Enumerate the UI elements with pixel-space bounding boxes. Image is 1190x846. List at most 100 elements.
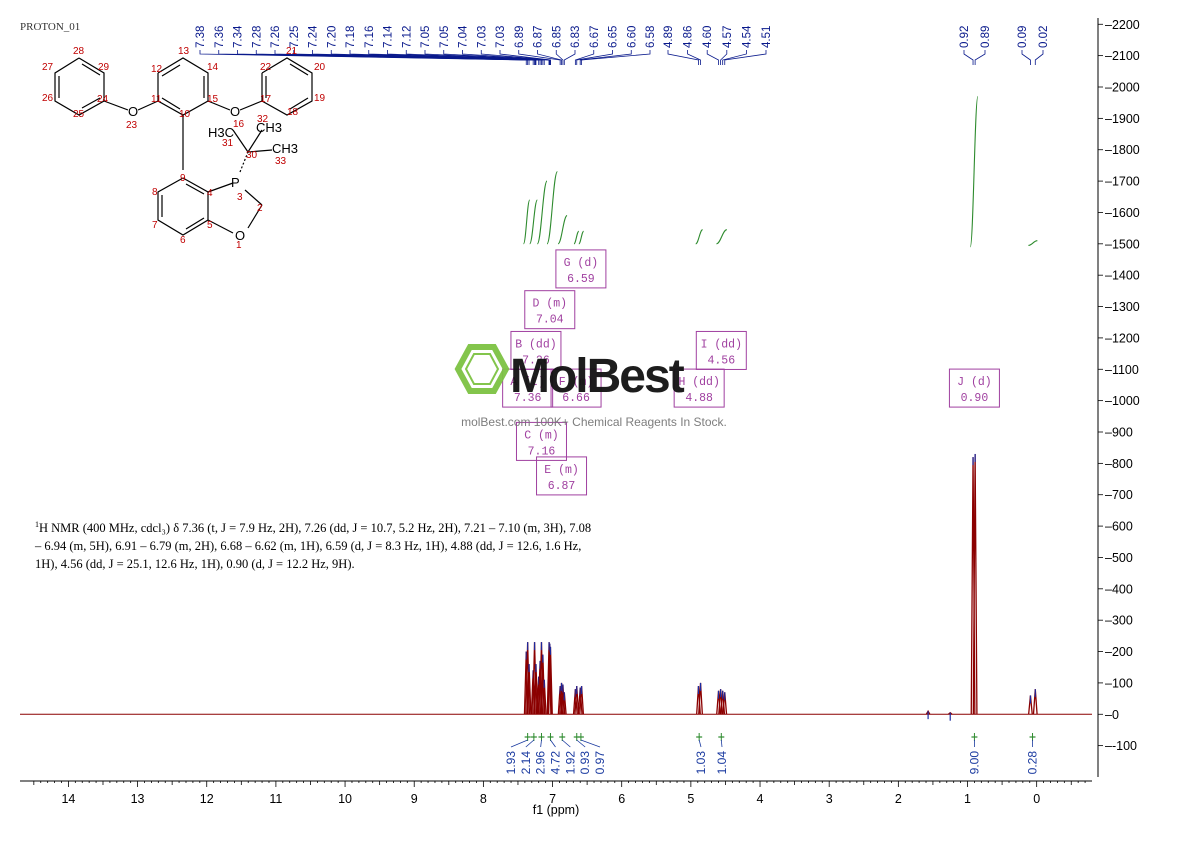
spectrum-peak [722, 692, 728, 715]
spectrum-peak [546, 642, 552, 715]
multiplet-box-value: 4.88 [685, 392, 713, 405]
spectrum-peak [574, 686, 580, 715]
svg-text:20: 20 [314, 62, 326, 73]
y-tick-label: –1400 [1105, 269, 1140, 283]
svg-text:2: 2 [257, 203, 263, 214]
peak-label: 4.60 [702, 26, 714, 48]
y-tick-label: –1000 [1105, 394, 1140, 408]
y-tick-label: –900 [1105, 426, 1133, 440]
y-tick-label: –500 [1105, 551, 1133, 565]
svg-text:7: 7 [152, 220, 158, 231]
svg-text:21: 21 [286, 46, 298, 57]
y-tick-label: –400 [1105, 582, 1133, 596]
y-tick-label: –700 [1105, 488, 1133, 502]
svg-text:17: 17 [260, 94, 272, 105]
peak-label: 0.92 [959, 26, 971, 48]
multiplet-boxes-layer: G (d) 6.59 D (m) 7.04 B (dd) 7.26 I (dd) 4.56 A … [502, 249, 1000, 496]
integration-leader [698, 739, 702, 748]
multiplet-box-label: G (d) [564, 257, 599, 270]
file-label: PROTON_01 [20, 21, 80, 33]
peak-label-leader [576, 50, 613, 65]
svg-text:8: 8 [152, 187, 158, 198]
y-tick-label: –1700 [1105, 175, 1140, 189]
x-tick-label: 8 [480, 792, 487, 806]
peak-label-leader [687, 50, 701, 65]
peak-label: 7.04 [458, 25, 470, 48]
integration-leader [540, 739, 542, 748]
phenyl-ring-right [261, 57, 313, 116]
y-tick-label: –2100 [1105, 49, 1140, 63]
peak-label-leader [574, 50, 595, 65]
svg-text:13: 13 [178, 46, 190, 57]
y-tick-label: –600 [1105, 520, 1133, 534]
integral-curve [522, 199, 531, 245]
multiplet-box-label: C (m) [524, 429, 559, 442]
x-axis-label: f1 (ppm) [533, 803, 580, 817]
multiplet-box [502, 368, 554, 408]
peak-label: 0.09 [1017, 26, 1029, 48]
spectrum-peak [698, 682, 703, 715]
multiplet-box [550, 368, 602, 408]
y-tick-label: –1500 [1105, 237, 1140, 251]
nmr-summary-text: 1H NMR (400 MHz, cdcl₃) δ 7.36 (t, J = 7… [35, 516, 595, 573]
integration-value: 0.28 [1026, 751, 1040, 775]
x-tick-label: 4 [757, 792, 764, 806]
peak-label-leader [581, 50, 651, 65]
multiplet-box-value: 7.16 [528, 445, 556, 458]
x-tick-label: 1 [964, 792, 971, 806]
integral-curve [573, 230, 580, 245]
x-tick-label: 6 [618, 792, 625, 806]
multiplet-box-label: D (m) [533, 298, 568, 311]
watermark-tagline: molBest.com 100K+ Chemical Reagents In S… [461, 415, 727, 429]
peak-label: 7.25 [289, 26, 301, 48]
peak-label-leader [579, 50, 632, 65]
peak-label: 0.02 [1038, 26, 1050, 48]
svg-text:32: 32 [257, 114, 269, 125]
svg-text:16: 16 [233, 119, 245, 130]
peak-label: 7.12 [401, 26, 413, 48]
nmr-superscript: 1 [35, 520, 39, 529]
svg-text:4: 4 [207, 188, 213, 199]
peak-label: 6.67 [589, 26, 601, 48]
integral-curve [578, 230, 585, 245]
benzo-ring [157, 177, 209, 236]
svg-text:18: 18 [287, 107, 299, 118]
integration-value: 2.14 [519, 751, 533, 775]
integration-value: 9.00 [967, 751, 981, 775]
peak-label: 7.20 [326, 26, 338, 48]
svg-text:27: 27 [42, 62, 54, 73]
peak-label: 6.65 [608, 26, 620, 48]
y-tick-label: –200 [1105, 645, 1133, 659]
multiplet-box-value: 6.66 [562, 392, 590, 405]
peak-label-leader [724, 50, 767, 65]
integration-leader [720, 739, 723, 748]
svg-text:12: 12 [151, 64, 163, 75]
multiplet-box [673, 368, 725, 408]
x-tick-label: 5 [687, 792, 694, 806]
y-tick-label: –-100 [1105, 739, 1137, 753]
multiplet-box-value: 6.87 [548, 480, 576, 493]
multiplet-box-label: B (dd) [515, 338, 556, 351]
integration-leader [561, 739, 571, 748]
svg-text:26: 26 [42, 93, 54, 104]
spectrum-peak [525, 642, 531, 715]
peak-label-leader [667, 50, 699, 65]
integral-curve [695, 229, 703, 245]
svg-text:CH3: CH3 [256, 120, 282, 135]
multiplet-box-value: 6.59 [567, 273, 595, 286]
svg-text:P: P [231, 175, 240, 190]
x-tick-label: 14 [61, 792, 75, 806]
integral-curve [529, 199, 538, 245]
integral-curves-layer [522, 95, 1038, 248]
peak-label-leader [963, 50, 974, 65]
y-tick-label: –800 [1105, 457, 1133, 471]
peak-label: 7.14 [383, 25, 395, 48]
spectrum-peak [579, 686, 585, 715]
integral-curve [716, 229, 728, 245]
peak-label: 7.28 [251, 26, 263, 48]
svg-text:25: 25 [73, 109, 85, 120]
integration-leader [576, 739, 586, 748]
peak-label-leader [1034, 50, 1044, 65]
peak-label: 7.18 [345, 26, 357, 48]
